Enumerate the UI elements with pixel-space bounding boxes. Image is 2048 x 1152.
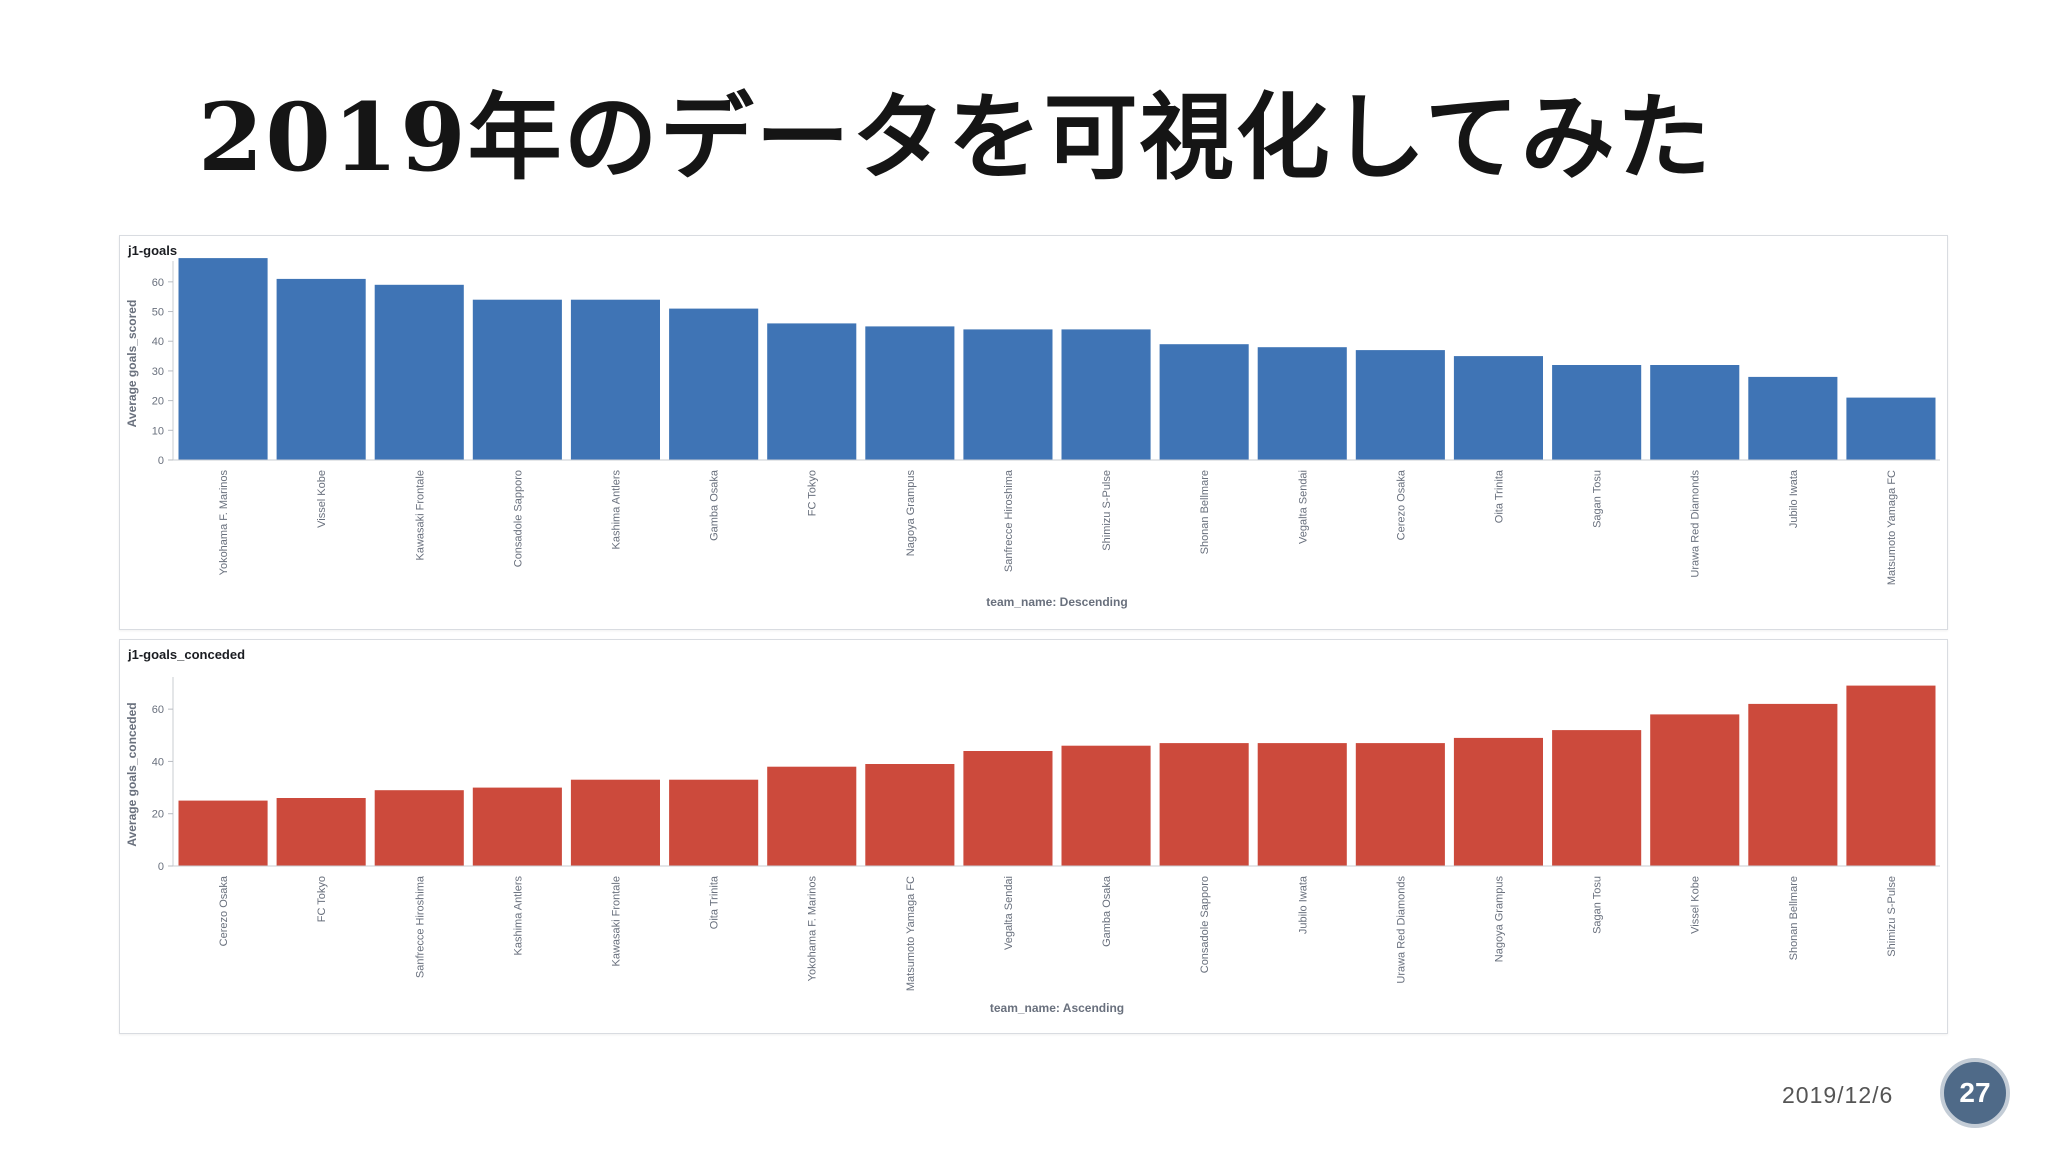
bar bbox=[1061, 745, 1151, 866]
x-tick-label: Sanfrecce Hiroshima bbox=[1003, 469, 1015, 572]
bar bbox=[1552, 730, 1642, 866]
bar bbox=[1846, 685, 1936, 866]
y-tick-label: 60 bbox=[152, 277, 164, 289]
x-tick-label: Kawasaki Frontale bbox=[611, 876, 623, 967]
x-tick-label: Cerezo Osaka bbox=[1395, 469, 1407, 540]
bar bbox=[1748, 376, 1838, 460]
x-tick-label: Vissel Kobe bbox=[1690, 876, 1702, 934]
y-tick-label: 0 bbox=[158, 861, 164, 873]
bar bbox=[1748, 703, 1838, 866]
x-tick-label: Oita Trinita bbox=[1494, 469, 1506, 523]
x-tick-label: Yokohama F. Marinos bbox=[807, 876, 819, 982]
x-tick-label: Shimizu S-Pulse bbox=[1886, 876, 1898, 957]
x-tick-label: Urawa Red Diamonds bbox=[1395, 876, 1407, 984]
y-tick-label: 60 bbox=[152, 704, 164, 716]
x-tick-label: Vegalta Sendai bbox=[1003, 876, 1015, 950]
x-tick-label: Nagoya Grampus bbox=[905, 470, 917, 557]
x-tick-label: Matsumoto Yamaga FC bbox=[1886, 470, 1898, 585]
x-tick-label: Sagan Tosu bbox=[1592, 470, 1604, 528]
x-tick-label: FC Tokyo bbox=[316, 876, 328, 922]
x-tick-label: Gamba Osaka bbox=[709, 469, 721, 541]
y-axis-label: Average goals_scored bbox=[125, 300, 139, 428]
bar-chart-goals-conceded: 0 20 40 60 Average goals_conceded Cerezo Osak… bbox=[125, 677, 1940, 1015]
bar bbox=[767, 323, 857, 460]
x-tick-label: Yokohama F. Marinos bbox=[218, 470, 230, 576]
bar bbox=[1650, 365, 1740, 460]
x-axis-label: team_name: Descending bbox=[986, 595, 1127, 609]
chart-panel-goals-conceded: j1-goals_conceded 0 20 40 60 Average goals_c… bbox=[119, 639, 1948, 1034]
bar bbox=[669, 779, 759, 866]
x-tick-label: Kashima Antlers bbox=[611, 470, 623, 550]
bar bbox=[1159, 743, 1249, 866]
y-tick-label: 20 bbox=[152, 809, 164, 821]
x-tick-label: Vegalta Sendai bbox=[1297, 470, 1309, 544]
y-tick-label: 40 bbox=[152, 756, 164, 768]
bar bbox=[865, 326, 955, 460]
y-tick-label: 0 bbox=[158, 455, 164, 467]
bar bbox=[767, 766, 857, 866]
x-tick-label: Jubilo Iwata bbox=[1788, 469, 1800, 528]
bar bbox=[178, 800, 268, 866]
x-tick-label: Consadole Sapporo bbox=[1199, 876, 1211, 973]
bar bbox=[1650, 714, 1740, 866]
x-tick-label: Sagan Tosu bbox=[1592, 876, 1604, 934]
panel-title: j1-goals bbox=[128, 243, 178, 258]
x-tick-label: Oita Trinita bbox=[709, 875, 721, 929]
bar bbox=[669, 308, 759, 460]
bar bbox=[1159, 344, 1249, 460]
x-tick-label: Shonan Bellmare bbox=[1199, 470, 1211, 554]
slide-title: 2019年のデータを可視化してみた bbox=[198, 83, 1713, 193]
panel-title: j1-goals_conceded bbox=[128, 647, 246, 662]
bar bbox=[374, 284, 464, 460]
bar bbox=[178, 258, 268, 460]
bar bbox=[276, 798, 366, 866]
x-axis-label: team_name: Ascending bbox=[990, 1001, 1124, 1015]
bar bbox=[1061, 329, 1151, 460]
bar bbox=[1453, 737, 1543, 866]
x-tick-label: Matsumoto Yamaga FC bbox=[905, 876, 917, 991]
bar bbox=[1355, 743, 1445, 866]
x-tick-label: Vissel Kobe bbox=[316, 470, 328, 528]
y-axis-label: Average goals_conceded bbox=[125, 702, 139, 846]
x-tick-label: Urawa Red Diamonds bbox=[1690, 470, 1702, 578]
x-tick-label: Gamba Osaka bbox=[1101, 875, 1113, 947]
bar-chart-goals-scored: 0 10 20 30 40 50 60 Average goals_scored Yokoham… bbox=[125, 258, 1940, 609]
bar bbox=[963, 751, 1053, 866]
x-tick-label: FC Tokyo bbox=[807, 470, 819, 516]
bar bbox=[472, 299, 562, 460]
bar bbox=[570, 779, 660, 866]
y-tick-label: 10 bbox=[152, 425, 164, 437]
bar bbox=[1257, 743, 1347, 866]
x-tick-label: Kashima Antlers bbox=[512, 876, 524, 956]
x-tick-label: Jubilo Iwata bbox=[1297, 875, 1309, 934]
x-tick-label: Shonan Bellmare bbox=[1788, 876, 1800, 960]
y-tick-label: 20 bbox=[152, 396, 164, 408]
bar bbox=[276, 278, 366, 460]
x-tick-label: Nagoya Grampus bbox=[1494, 876, 1506, 963]
y-tick-label: 30 bbox=[152, 366, 164, 378]
chart-panel-goals-scored: j1-goals 0 10 20 30 40 50 60 Average goals_scor… bbox=[119, 235, 1948, 630]
y-tick-label: 40 bbox=[152, 336, 164, 348]
x-tick-label: Consadole Sapporo bbox=[512, 470, 524, 567]
bar bbox=[1846, 397, 1936, 460]
x-tick-label: Sanfrecce Hiroshima bbox=[414, 875, 426, 978]
bar bbox=[865, 764, 955, 866]
slide-date: 2019/12/6 bbox=[1782, 1082, 1894, 1108]
bar bbox=[1257, 347, 1347, 460]
bar bbox=[963, 329, 1053, 460]
y-tick-label: 50 bbox=[152, 307, 164, 319]
bar bbox=[472, 787, 562, 866]
x-tick-label: Cerezo Osaka bbox=[218, 875, 230, 946]
page-number-badge: 27 bbox=[1940, 1058, 2010, 1128]
bar bbox=[374, 790, 464, 866]
bar bbox=[1355, 350, 1445, 460]
x-tick-label: Shimizu S-Pulse bbox=[1101, 470, 1113, 551]
bar bbox=[1552, 365, 1642, 460]
x-tick-label: Kawasaki Frontale bbox=[414, 470, 426, 561]
bar bbox=[570, 299, 660, 460]
bar bbox=[1453, 356, 1543, 460]
